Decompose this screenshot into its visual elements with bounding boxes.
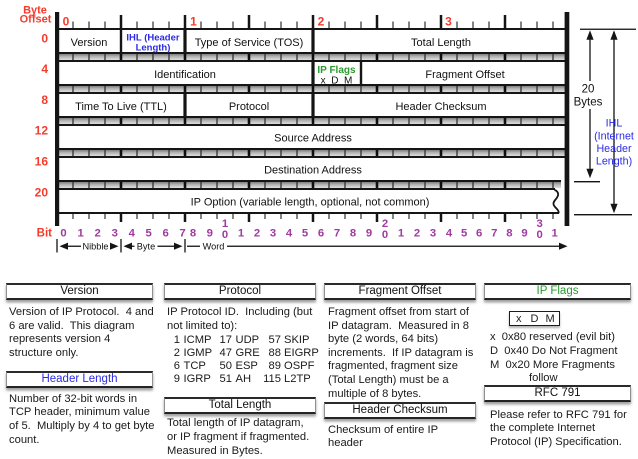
- svg-text:5: 5: [146, 228, 152, 240]
- svg-text:16: 16: [35, 155, 49, 169]
- svg-text:2: 2: [318, 15, 325, 29]
- svg-text:1: 1: [77, 228, 83, 240]
- svg-text:9: 9: [207, 228, 213, 240]
- svg-text:Bytes: Bytes: [574, 97, 603, 109]
- svg-text:2: 2: [382, 218, 388, 230]
- svg-text:6: 6: [318, 228, 324, 240]
- svg-text:2: 2: [254, 228, 260, 240]
- svg-text:Header Checksum: Header Checksum: [395, 101, 486, 113]
- svg-text:7: 7: [334, 228, 340, 240]
- svg-text:8: 8: [350, 228, 356, 240]
- svg-text:4: 4: [129, 228, 136, 240]
- svg-text:5: 5: [461, 228, 467, 240]
- svg-text:Word: Word: [203, 241, 225, 251]
- svg-text:3: 3: [430, 228, 436, 240]
- svg-text:4: 4: [446, 228, 453, 240]
- svg-text:20: 20: [35, 185, 49, 199]
- svg-text:Protocol: Protocol: [229, 101, 269, 113]
- svg-text:Nibble: Nibble: [82, 241, 108, 251]
- svg-text:6: 6: [162, 228, 168, 240]
- svg-text:0: 0: [41, 31, 48, 45]
- svg-text:Byte: Byte: [23, 5, 47, 17]
- svg-text:Header: Header: [596, 143, 631, 155]
- svg-text:Length): Length): [596, 155, 632, 167]
- svg-text:6: 6: [476, 228, 482, 240]
- svg-text:Time To Live (TTL): Time To Live (TTL): [75, 101, 167, 113]
- svg-text:7: 7: [491, 228, 497, 240]
- svg-text:7: 7: [179, 228, 185, 240]
- svg-text:Total Length: Total Length: [411, 37, 471, 49]
- svg-text:9: 9: [366, 228, 372, 240]
- svg-text:3: 3: [270, 228, 276, 240]
- svg-text:Type of Service (TOS): Type of Service (TOS): [195, 37, 304, 49]
- svg-text:3: 3: [445, 15, 452, 29]
- svg-text:2: 2: [414, 228, 420, 240]
- svg-text:8: 8: [190, 228, 196, 240]
- svg-text:IP Flags: IP Flags: [317, 65, 356, 76]
- svg-text:1: 1: [398, 228, 404, 240]
- svg-text:x D M: x D M: [321, 76, 353, 87]
- svg-text:0: 0: [536, 229, 542, 241]
- svg-text:1: 1: [190, 15, 197, 29]
- svg-text:0: 0: [60, 228, 66, 240]
- svg-text:8: 8: [506, 228, 512, 240]
- svg-text:9: 9: [521, 228, 527, 240]
- svg-text:Length): Length): [136, 43, 171, 54]
- svg-text:3: 3: [536, 218, 542, 230]
- svg-text:0: 0: [382, 229, 388, 241]
- svg-text:IP Option (variable length, op: IP Option (variable length, optional, no…: [191, 197, 430, 209]
- svg-text:Version: Version: [71, 37, 108, 49]
- svg-text:5: 5: [302, 228, 308, 240]
- svg-text:20: 20: [582, 84, 595, 96]
- svg-text:4: 4: [286, 228, 293, 240]
- svg-text:0: 0: [222, 229, 228, 241]
- svg-text:Offset: Offset: [20, 14, 52, 26]
- svg-text:1: 1: [222, 218, 228, 230]
- svg-text:Source Address: Source Address: [274, 133, 352, 145]
- svg-text:1: 1: [552, 228, 558, 240]
- svg-text:Bit: Bit: [37, 228, 53, 240]
- svg-text:Identification: Identification: [154, 69, 216, 81]
- svg-text:(Internet: (Internet: [594, 130, 634, 142]
- svg-text:Byte: Byte: [137, 241, 155, 251]
- svg-text:4: 4: [41, 62, 48, 76]
- svg-text:2: 2: [95, 228, 101, 240]
- svg-text:IHL (Header: IHL (Header: [126, 32, 179, 43]
- svg-text:0: 0: [63, 15, 70, 29]
- svg-text:8: 8: [41, 93, 48, 107]
- svg-text:Fragment Offset: Fragment Offset: [425, 69, 504, 81]
- svg-text:3: 3: [112, 228, 118, 240]
- svg-text:IHL: IHL: [606, 118, 623, 130]
- svg-text:12: 12: [35, 124, 49, 138]
- svg-text:Destination Address: Destination Address: [264, 165, 362, 177]
- svg-text:1: 1: [238, 228, 244, 240]
